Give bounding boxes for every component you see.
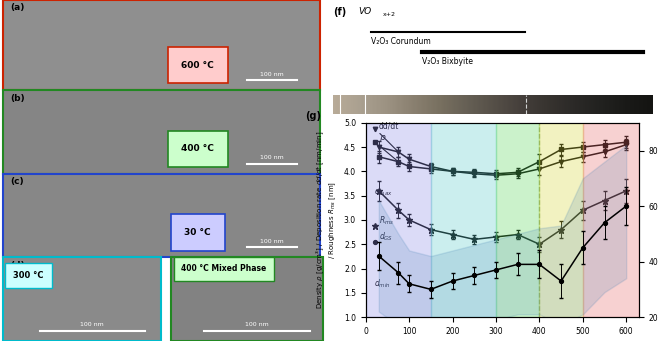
Text: dd/dt: dd/dt: [379, 121, 399, 130]
Text: 100 nm: 100 nm: [245, 322, 269, 327]
Bar: [3, 0, 320, 90]
Text: 100 nm: 100 nm: [260, 72, 284, 77]
Text: (b): (b): [10, 94, 24, 103]
Bar: [3, 174, 320, 257]
Text: 100 nm: 100 nm: [260, 155, 284, 160]
Text: $d_{max}$: $d_{max}$: [374, 186, 392, 198]
Text: 30 °C: 30 °C: [185, 228, 211, 237]
Bar: [366, 123, 431, 317]
Y-axis label: Density $\rho$ [g/cm³] / Deposition rate $dd/dt$ [nm/min]
/ Roughness $R_{ms}$ [: Density $\rho$ [g/cm³] / Deposition rate…: [315, 131, 338, 309]
Bar: [171, 257, 323, 341]
Text: V₂O₃ Bixbyite: V₂O₃ Bixbyite: [422, 57, 473, 66]
Text: (e): (e): [178, 261, 192, 270]
Text: (f): (f): [333, 7, 346, 17]
Text: (d): (d): [10, 261, 24, 270]
Text: VO: VO: [358, 7, 372, 16]
Text: V₂O₃ Corundum: V₂O₃ Corundum: [371, 37, 431, 46]
Bar: [3, 90, 320, 174]
Text: $d_{GS}$: $d_{GS}$: [379, 231, 393, 243]
Bar: [496, 123, 539, 317]
Bar: [431, 123, 496, 317]
Bar: [539, 123, 583, 317]
Bar: [3, 257, 161, 341]
Text: (c): (c): [10, 177, 24, 186]
Text: $R_{ms}$: $R_{ms}$: [379, 215, 394, 227]
Text: 100 nm: 100 nm: [260, 239, 284, 244]
Text: 100 nm: 100 nm: [80, 322, 104, 327]
Text: x+2: x+2: [382, 12, 395, 16]
Text: 300 °C: 300 °C: [13, 271, 43, 280]
Text: 400 °C Mixed Phase: 400 °C Mixed Phase: [181, 264, 266, 273]
Text: (g): (g): [306, 111, 322, 121]
Text: (a): (a): [10, 3, 24, 12]
Text: $d_{min}$: $d_{min}$: [374, 278, 390, 291]
Text: 600 °C: 600 °C: [181, 61, 214, 70]
Text: 400 °C: 400 °C: [181, 145, 214, 153]
Bar: [583, 123, 639, 317]
Text: $\rho$: $\rho$: [379, 133, 386, 144]
